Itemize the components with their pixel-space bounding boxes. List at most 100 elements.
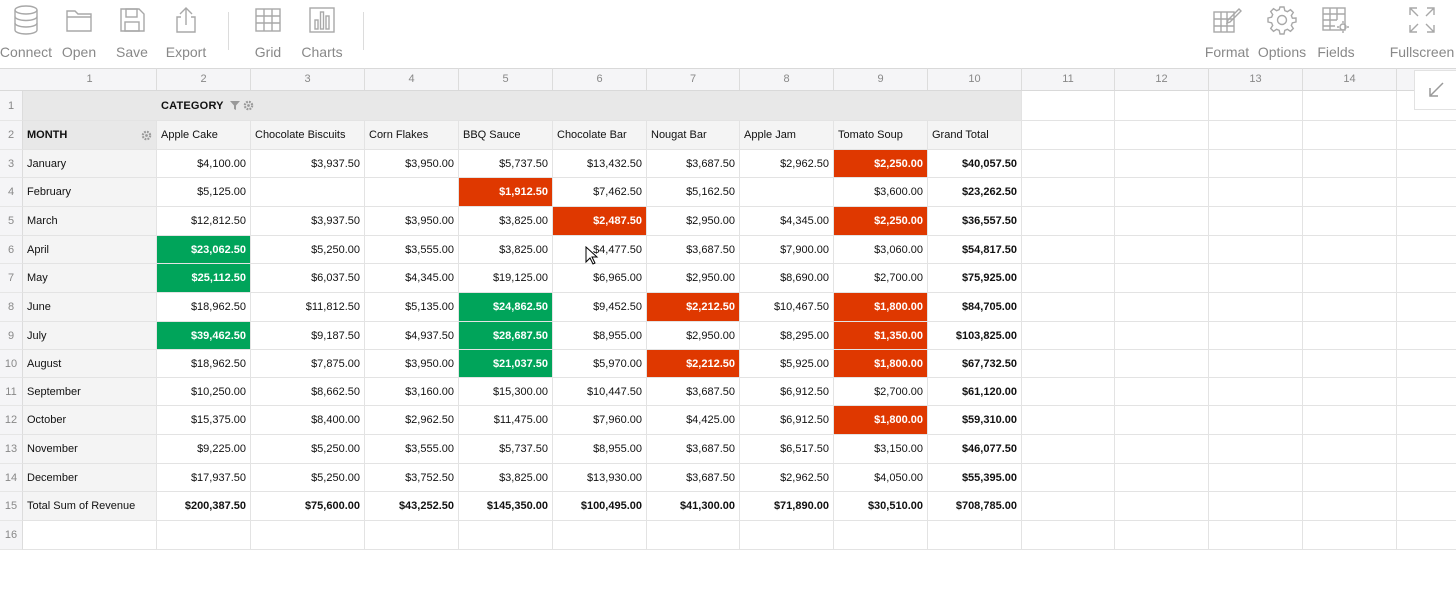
empty-cell[interactable] xyxy=(1115,322,1209,350)
fields-button[interactable]: Fields xyxy=(1316,0,1356,68)
row-header[interactable]: 14 xyxy=(0,464,23,492)
save-button[interactable]: Save xyxy=(114,0,150,68)
data-cell[interactable]: $1,800.00 xyxy=(834,293,928,322)
empty-cell[interactable] xyxy=(1397,121,1456,150)
empty-cell[interactable] xyxy=(1115,264,1209,293)
empty-cell[interactable] xyxy=(1115,150,1209,178)
data-cell[interactable]: $4,477.50 xyxy=(553,236,647,264)
data-cell[interactable]: $5,250.00 xyxy=(251,236,365,264)
empty-cell[interactable] xyxy=(1209,236,1303,264)
data-cell[interactable]: $8,295.00 xyxy=(740,322,834,350)
empty-cell[interactable] xyxy=(1115,464,1209,492)
column-member-header[interactable]: Nougat Bar xyxy=(647,121,740,150)
data-cell[interactable] xyxy=(365,178,459,207)
column-member-header[interactable]: Apple Cake xyxy=(157,121,251,150)
column-member-header[interactable]: BBQ Sauce xyxy=(459,121,553,150)
empty-cell[interactable] xyxy=(1209,178,1303,207)
empty-cell[interactable] xyxy=(1022,435,1115,464)
data-cell[interactable]: $11,475.00 xyxy=(459,406,553,435)
row-header[interactable]: 16 xyxy=(0,521,23,550)
row-header[interactable]: 3 xyxy=(0,150,23,178)
column-header[interactable]: 2 xyxy=(157,68,251,90)
column-header[interactable]: 14 xyxy=(1303,68,1397,90)
gear-icon[interactable] xyxy=(243,100,254,111)
empty-cell[interactable] xyxy=(1303,464,1397,492)
data-cell[interactable]: $7,875.00 xyxy=(251,350,365,378)
data-cell[interactable]: $3,950.00 xyxy=(365,350,459,378)
empty-cell[interactable] xyxy=(1209,350,1303,378)
row-member-header[interactable]: May xyxy=(23,264,157,293)
data-cell[interactable]: $8,662.50 xyxy=(251,378,365,406)
empty-cell[interactable] xyxy=(1209,207,1303,236)
data-cell[interactable]: $12,812.50 xyxy=(157,207,251,236)
empty-cell[interactable] xyxy=(1115,207,1209,236)
connect-button[interactable]: Connect xyxy=(0,0,52,68)
empty-cell[interactable] xyxy=(1115,406,1209,435)
data-cell[interactable]: $8,690.00 xyxy=(740,264,834,293)
row-header[interactable]: 1 xyxy=(0,91,23,121)
data-cell[interactable]: $3,937.50 xyxy=(251,150,365,178)
category-field-header[interactable]: CATEGORY xyxy=(157,91,1022,121)
column-header[interactable]: 6 xyxy=(553,68,647,90)
column-header[interactable]: 4 xyxy=(365,68,459,90)
row-member-header[interactable]: November xyxy=(23,435,157,464)
empty-cell[interactable] xyxy=(1022,293,1115,322)
data-cell[interactable]: $6,965.00 xyxy=(553,264,647,293)
empty-cell[interactable] xyxy=(1397,492,1456,521)
data-cell[interactable]: $7,462.50 xyxy=(553,178,647,207)
data-cell[interactable]: $3,687.50 xyxy=(647,150,740,178)
data-cell[interactable]: $15,375.00 xyxy=(157,406,251,435)
export-button[interactable]: Export xyxy=(164,0,208,68)
data-cell[interactable]: $13,432.50 xyxy=(553,150,647,178)
open-button[interactable]: Open xyxy=(60,0,98,68)
empty-cell[interactable] xyxy=(647,521,740,550)
empty-cell[interactable] xyxy=(1022,464,1115,492)
month-field-header[interactable]: MONTH xyxy=(23,121,157,150)
data-cell[interactable]: $2,962.50 xyxy=(365,406,459,435)
data-cell[interactable]: $103,825.00 xyxy=(928,322,1022,350)
data-cell[interactable]: $3,555.00 xyxy=(365,435,459,464)
empty-cell[interactable] xyxy=(1115,91,1209,121)
column-member-header[interactable]: Grand Total xyxy=(928,121,1022,150)
column-header[interactable]: 7 xyxy=(647,68,740,90)
total-cell[interactable]: $30,510.00 xyxy=(834,492,928,521)
column-header[interactable]: 9 xyxy=(834,68,928,90)
empty-cell[interactable] xyxy=(1115,178,1209,207)
data-cell[interactable]: $8,400.00 xyxy=(251,406,365,435)
empty-cell[interactable] xyxy=(1397,264,1456,293)
data-cell[interactable]: $2,950.00 xyxy=(647,207,740,236)
empty-cell[interactable] xyxy=(1209,150,1303,178)
column-header[interactable]: 13 xyxy=(1209,68,1303,90)
data-cell[interactable]: $18,962.50 xyxy=(157,293,251,322)
data-cell[interactable]: $6,912.50 xyxy=(740,406,834,435)
data-cell[interactable]: $5,737.50 xyxy=(459,435,553,464)
collapse-button[interactable] xyxy=(1414,70,1456,110)
data-cell[interactable]: $5,135.00 xyxy=(365,293,459,322)
row-header[interactable]: 4 xyxy=(0,178,23,207)
data-cell[interactable]: $8,955.00 xyxy=(553,435,647,464)
row-member-header[interactable]: April xyxy=(23,236,157,264)
data-cell[interactable]: $4,050.00 xyxy=(834,464,928,492)
data-cell[interactable]: $5,162.50 xyxy=(647,178,740,207)
data-cell[interactable]: $1,350.00 xyxy=(834,322,928,350)
data-cell[interactable]: $3,687.50 xyxy=(647,464,740,492)
empty-cell[interactable] xyxy=(1022,150,1115,178)
empty-cell[interactable] xyxy=(1397,406,1456,435)
empty-cell[interactable] xyxy=(1115,521,1209,550)
grid-button[interactable]: Grid xyxy=(252,0,284,68)
data-cell[interactable]: $4,425.00 xyxy=(647,406,740,435)
data-cell[interactable]: $4,937.50 xyxy=(365,322,459,350)
empty-cell[interactable] xyxy=(1022,322,1115,350)
empty-cell[interactable] xyxy=(1209,464,1303,492)
row-header[interactable]: 11 xyxy=(0,378,23,406)
empty-cell[interactable] xyxy=(1209,406,1303,435)
empty-cell[interactable] xyxy=(1303,178,1397,207)
gear-icon[interactable] xyxy=(141,130,152,141)
data-cell[interactable]: $1,800.00 xyxy=(834,406,928,435)
data-cell[interactable]: $10,467.50 xyxy=(740,293,834,322)
data-cell[interactable]: $2,487.50 xyxy=(553,207,647,236)
data-cell[interactable]: $9,225.00 xyxy=(157,435,251,464)
column-header[interactable]: 3 xyxy=(251,68,365,90)
data-cell[interactable]: $13,930.00 xyxy=(553,464,647,492)
empty-cell[interactable] xyxy=(1397,207,1456,236)
